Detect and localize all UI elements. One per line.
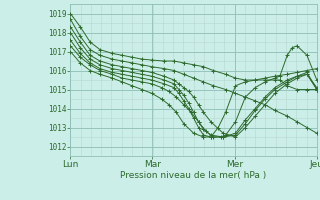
X-axis label: Pression niveau de la mer( hPa ): Pression niveau de la mer( hPa ): [120, 171, 267, 180]
